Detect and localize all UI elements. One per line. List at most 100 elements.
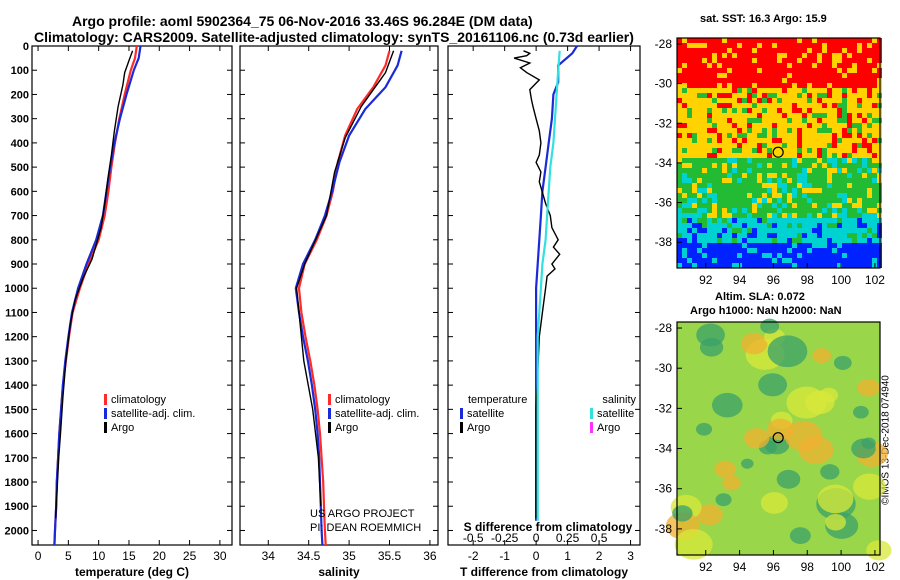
sst-map-cell bbox=[872, 88, 877, 93]
sst-map-cell bbox=[727, 128, 732, 133]
sst-map-cell bbox=[717, 248, 722, 253]
sst-map-cell bbox=[702, 253, 707, 258]
sst-map-cell bbox=[737, 213, 742, 218]
sst-map-cell bbox=[777, 48, 782, 53]
sst-map-cell bbox=[767, 263, 772, 268]
sst-map-cell bbox=[687, 218, 692, 223]
sst-map-cell bbox=[837, 208, 842, 213]
sst-map-cell bbox=[677, 208, 682, 213]
sst-map-cell bbox=[682, 178, 687, 183]
temperature-legend-swatch bbox=[104, 408, 107, 419]
sst-map-cell bbox=[802, 153, 807, 158]
sst-map-cell bbox=[762, 113, 767, 118]
sst-map-cell bbox=[677, 248, 682, 253]
sst-map-cell bbox=[757, 183, 762, 188]
sst-map-cell bbox=[822, 38, 827, 43]
sst-map-cell bbox=[837, 233, 842, 238]
sst-map-cell bbox=[832, 38, 837, 43]
sst-map-cell bbox=[777, 218, 782, 223]
sst-map-cell bbox=[717, 153, 722, 158]
sla-map-blob bbox=[696, 422, 713, 436]
sst-map-cell bbox=[742, 123, 747, 128]
sst-map-cell bbox=[717, 123, 722, 128]
sla_map-xtick-label: 96 bbox=[767, 560, 781, 574]
sst-map-cell bbox=[682, 63, 687, 68]
sst-map-cell bbox=[792, 193, 797, 198]
sst-map-cell bbox=[862, 178, 867, 183]
sst-map-cell bbox=[852, 178, 857, 183]
sst-map-cell bbox=[772, 133, 777, 138]
sst-map-cell bbox=[707, 143, 712, 148]
sst-map-cell bbox=[737, 118, 742, 123]
sst-map-cell bbox=[732, 213, 737, 218]
sst-map-cell bbox=[812, 38, 817, 43]
sla-map-blob bbox=[851, 438, 876, 459]
sst-map-cell bbox=[777, 198, 782, 203]
sst-map-cell bbox=[692, 83, 697, 88]
sst-map-cell bbox=[847, 263, 852, 268]
sst-map-cell bbox=[702, 173, 707, 178]
sst-map-cell bbox=[832, 78, 837, 83]
sst-map-cell bbox=[682, 48, 687, 53]
sst-map-cell bbox=[827, 188, 832, 193]
sst-map-cell bbox=[802, 113, 807, 118]
sst-map-cell bbox=[842, 43, 847, 48]
sst-map-cell bbox=[757, 68, 762, 73]
sst-map-cell bbox=[847, 168, 852, 173]
sst-map-cell bbox=[727, 63, 732, 68]
sst-map-cell bbox=[787, 188, 792, 193]
sst-map-cell bbox=[752, 63, 757, 68]
difference-xtick-label: -2 bbox=[468, 549, 479, 563]
sst-map-cell bbox=[822, 168, 827, 173]
sst-map-cell bbox=[862, 148, 867, 153]
difference-xtick-label: 1 bbox=[564, 549, 571, 563]
sla-map-blob bbox=[767, 335, 808, 368]
sst-map-cell bbox=[782, 88, 787, 93]
sst-map-cell bbox=[792, 43, 797, 48]
sst-map-cell bbox=[717, 108, 722, 113]
sst-map-cell bbox=[682, 83, 687, 88]
sst-map-cell bbox=[837, 178, 842, 183]
sst-map-cell bbox=[847, 228, 852, 233]
temperature-legend-label: satellite-adj. clim. bbox=[111, 408, 195, 420]
salinity-legend-swatch bbox=[328, 408, 331, 419]
sst-map-cell bbox=[797, 213, 802, 218]
sst-map-cell bbox=[692, 78, 697, 83]
sst-map-cell bbox=[687, 158, 692, 163]
sst-map-cell bbox=[862, 63, 867, 68]
sst-map-cell bbox=[792, 118, 797, 123]
sst-map-cell bbox=[702, 73, 707, 78]
sst-map-cell bbox=[712, 208, 717, 213]
sst-map-cell bbox=[827, 43, 832, 48]
sst-map-cell bbox=[857, 218, 862, 223]
sst-map-cell bbox=[867, 188, 872, 193]
sst-map-cell bbox=[687, 198, 692, 203]
sla-map-blob bbox=[760, 318, 780, 334]
sst-map-cell bbox=[772, 138, 777, 143]
sst-map-cell bbox=[812, 213, 817, 218]
sst-map-cell bbox=[837, 253, 842, 258]
sst-map-cell bbox=[797, 158, 802, 163]
sla-map-blob bbox=[740, 333, 768, 355]
sst-map-cell bbox=[752, 108, 757, 113]
sst-map-cell bbox=[707, 178, 712, 183]
sst-map-cell bbox=[872, 48, 877, 53]
sst-map-cell bbox=[757, 138, 762, 143]
sst-map-cell bbox=[837, 203, 842, 208]
sst-map-cell bbox=[867, 68, 872, 73]
sst-map-cell bbox=[727, 108, 732, 113]
sst-map-cell bbox=[702, 158, 707, 163]
sst-map-cell bbox=[767, 133, 772, 138]
sst-map-cell bbox=[697, 133, 702, 138]
sst-map-cell bbox=[852, 153, 857, 158]
sst-map-cell bbox=[832, 208, 837, 213]
sst-map-cell bbox=[677, 253, 682, 258]
sst-map-cell bbox=[692, 113, 697, 118]
sst-map-cell bbox=[787, 168, 792, 173]
sst-map-cell bbox=[737, 113, 742, 118]
sst-map-cell bbox=[687, 143, 692, 148]
sst-map-cell bbox=[697, 98, 702, 103]
sst-map-cell bbox=[867, 168, 872, 173]
sst-map-cell bbox=[827, 228, 832, 233]
sst-map-cell bbox=[817, 188, 822, 193]
